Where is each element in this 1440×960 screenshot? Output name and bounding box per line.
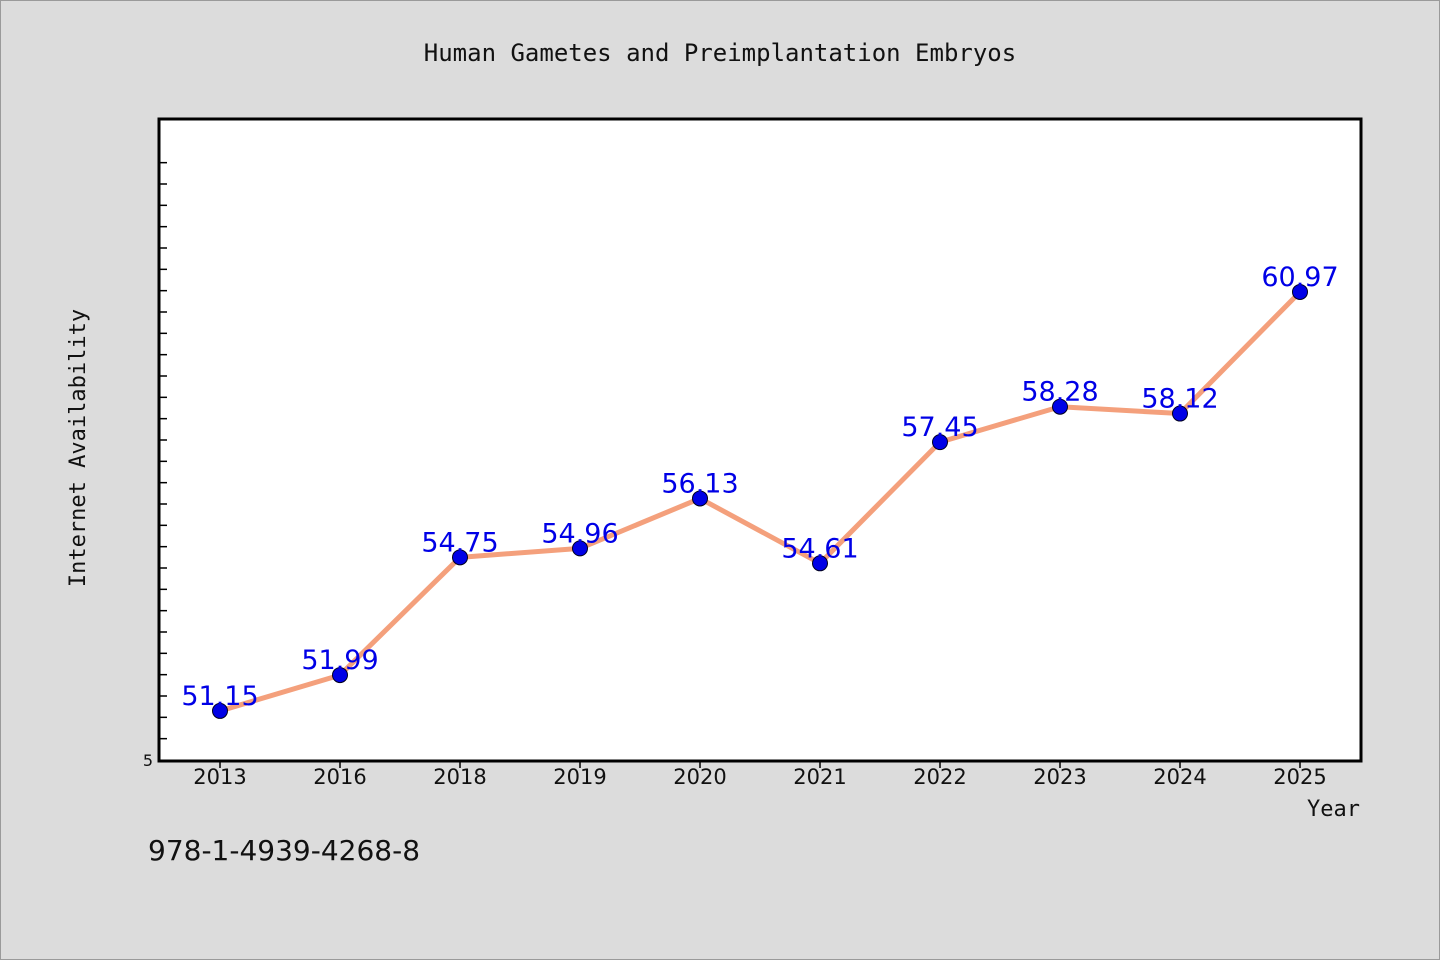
x-tick-label: 2016 — [313, 765, 366, 789]
x-axis-ticks: 2013 2016 2018 2019 2020 2021 2022 2023 2024 2025 — [193, 760, 1327, 789]
data-point — [1172, 405, 1188, 422]
data-label: 54.75 — [421, 527, 498, 558]
y-axis-label: Internet Availability — [66, 309, 91, 587]
data-label: 51.99 — [301, 645, 378, 676]
x-tick-label: 2018 — [433, 765, 486, 789]
data-label: 51.15 — [181, 681, 258, 712]
x-tick-label: 2013 — [193, 765, 246, 789]
data-labels: 51.15 51.99 54.75 54.96 56.13 54.61 57.45 58.28… — [181, 262, 1338, 712]
data-point — [1292, 283, 1308, 300]
x-tick-label: 2025 — [1273, 765, 1326, 789]
data-label: 56.13 — [661, 468, 738, 499]
data-label: 54.61 — [781, 533, 858, 564]
x-tick-label: 2023 — [1033, 765, 1086, 789]
x-tick-label: 2022 — [913, 765, 966, 789]
data-label: 54.96 — [541, 518, 618, 549]
data-point — [332, 667, 348, 684]
data-label: 60.97 — [1261, 262, 1338, 293]
data-point — [212, 702, 228, 719]
isbn-footer: 978-1-4939-4268-8 — [148, 834, 421, 867]
data-markers — [212, 283, 1308, 719]
x-tick-label: 2019 — [553, 765, 606, 789]
data-point — [572, 540, 588, 557]
data-label: 58.28 — [1021, 377, 1098, 408]
series-line — [217, 289, 1303, 714]
data-label: 58.12 — [1141, 384, 1218, 415]
data-point — [452, 549, 468, 566]
data-point — [1052, 398, 1068, 415]
data-point — [692, 490, 708, 507]
x-tick-label: 2021 — [793, 765, 846, 789]
data-point — [812, 555, 828, 572]
data-point — [932, 434, 948, 451]
x-tick-label: 2024 — [1153, 765, 1206, 789]
chart-title: Human Gametes and Preimplantation Embryo… — [424, 39, 1016, 67]
y-tick-label: 5 — [143, 751, 153, 770]
y-axis-ticks — [160, 161, 167, 740]
x-tick-label: 2020 — [673, 765, 726, 789]
x-axis-label: Year — [1307, 797, 1360, 822]
data-label: 57.45 — [901, 412, 978, 443]
